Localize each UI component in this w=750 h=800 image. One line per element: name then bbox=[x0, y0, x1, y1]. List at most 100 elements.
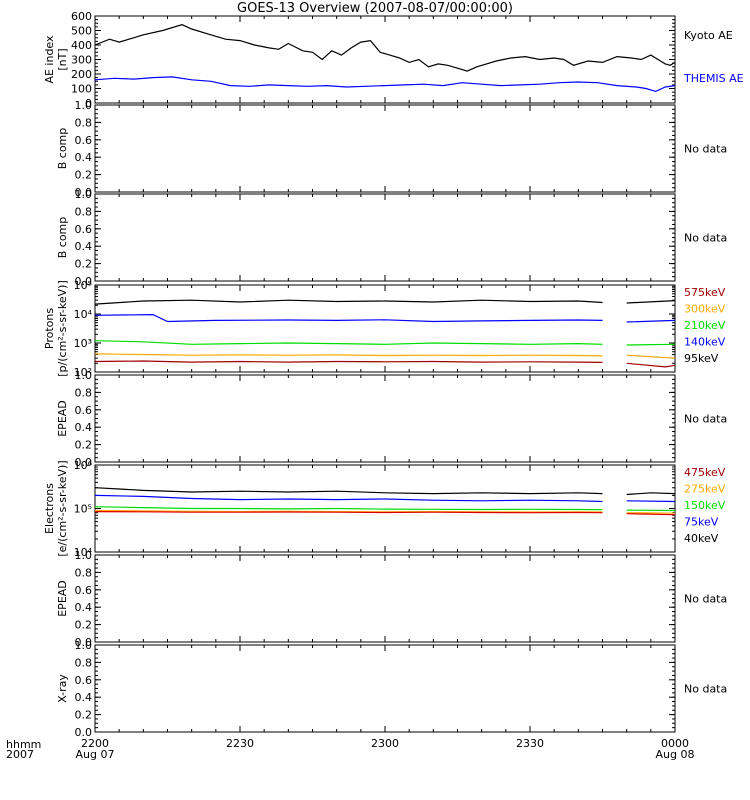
x-tick-label: 2330 bbox=[516, 737, 544, 750]
y-tick-label: 0.6 bbox=[75, 674, 93, 687]
y-tick-label: 1.0 bbox=[75, 639, 93, 652]
series-line-300kev bbox=[94, 353, 676, 359]
legend-entry: 210keV bbox=[684, 319, 726, 332]
legend-entry: THEMIS AE bbox=[683, 72, 744, 85]
no-data-label: No data bbox=[684, 143, 727, 156]
panel-frame bbox=[94, 104, 676, 193]
y-tick-label: 10² bbox=[74, 366, 92, 379]
panel-6: 10⁴ 10⁵ 10⁶ Electrons [e/(cm²-s-sr-keV)] 475k… bbox=[43, 459, 726, 559]
y-tick-label: 0.8 bbox=[75, 566, 93, 579]
no-data-label: No data bbox=[684, 683, 727, 696]
x-tick-label: 2200 bbox=[81, 737, 109, 750]
series-line-475kev bbox=[94, 511, 676, 516]
y-tick-label: 0.6 bbox=[75, 223, 93, 236]
y-tick-label: 0.6 bbox=[75, 584, 93, 597]
legend-entry: 95keV bbox=[684, 352, 719, 365]
legend-entry: 75keV bbox=[684, 516, 719, 529]
x-tick-sublabel: Aug 08 bbox=[656, 748, 695, 761]
series-line-140kev bbox=[94, 313, 676, 323]
y-tick-label: 0.8 bbox=[75, 386, 93, 399]
y-tick-label: 0.0 bbox=[75, 726, 93, 739]
no-data-label: No data bbox=[684, 232, 727, 245]
panel-8: 0.0 0.2 0.4 0.6 0.8 1.0 X-ray No data bbox=[56, 639, 727, 739]
panel-frame bbox=[94, 644, 676, 733]
y-tick-label: 0.4 bbox=[75, 240, 93, 253]
y-tick-label: 0.2 bbox=[75, 619, 93, 632]
y-tick-label: 0.0 bbox=[75, 275, 93, 288]
y-axis-label: Protons bbox=[43, 308, 56, 349]
y-tick-label: 0.6 bbox=[75, 404, 93, 417]
y-tick-label: 500 bbox=[71, 25, 92, 38]
panel-7: 0.0 0.2 0.4 0.6 0.8 1.0 EPEAD No data bbox=[56, 549, 727, 649]
y-tick-label: 600 bbox=[71, 10, 92, 23]
y-axis-label: B comp bbox=[56, 217, 69, 259]
series-line-40kev bbox=[94, 487, 676, 496]
y-tick-label: 0.8 bbox=[75, 656, 93, 669]
y-axis-label: Electrons bbox=[43, 483, 56, 534]
time-format-label: hhmm bbox=[6, 738, 42, 751]
y-tick-label: 0.2 bbox=[75, 169, 93, 182]
y-tick-label: 10⁵ bbox=[74, 503, 92, 516]
panel-2: 0.0 0.2 0.4 0.6 0.8 1.0 B comp No data bbox=[56, 99, 727, 199]
panel-frame bbox=[94, 193, 676, 282]
y-tick-label: 0.4 bbox=[75, 151, 93, 164]
y-tick-label: 300 bbox=[71, 54, 92, 67]
y-tick-label: 0.4 bbox=[75, 421, 93, 434]
y-tick-label: 10⁴ bbox=[74, 546, 93, 559]
y-tick-label: 1.0 bbox=[75, 188, 93, 201]
y-tick-label: 0 bbox=[85, 97, 92, 110]
legend-entry: 140keV bbox=[684, 336, 726, 349]
y-tick-label: 0.4 bbox=[75, 601, 93, 614]
y-axis-label: B comp bbox=[56, 128, 69, 170]
y-tick-label: 0.8 bbox=[75, 205, 93, 218]
y-tick-label: 0.4 bbox=[75, 691, 93, 704]
no-data-label: No data bbox=[684, 413, 727, 426]
y-axis-label: EPEAD bbox=[56, 400, 69, 437]
legend-entry: 40keV bbox=[684, 532, 719, 545]
x-tick-label: 0000 bbox=[661, 737, 689, 750]
no-data-label: No data bbox=[684, 593, 727, 606]
series-line-150kev bbox=[94, 506, 676, 512]
panel-frame bbox=[94, 284, 676, 373]
y-tick-label: 0.0 bbox=[75, 636, 93, 649]
y-tick-label: 100 bbox=[71, 83, 92, 96]
y-tick-label: 10³ bbox=[74, 337, 92, 350]
y-axis-label: [nT] bbox=[56, 48, 69, 70]
y-tick-label: 1.0 bbox=[75, 99, 93, 112]
panel-frame bbox=[94, 554, 676, 643]
y-axis-label: AE index bbox=[43, 35, 56, 84]
legend-entry: Kyoto AE bbox=[684, 29, 733, 42]
y-tick-label: 10⁶ bbox=[74, 459, 93, 472]
y-axis-label: [e/(cm²-s-sr-keV)] bbox=[56, 460, 69, 556]
y-tick-label: 0.6 bbox=[75, 134, 93, 147]
panel-3: 0.0 0.2 0.4 0.6 0.8 1.0 B comp No data bbox=[56, 188, 727, 288]
y-tick-label: 0.0 bbox=[75, 186, 93, 199]
y-axis-label: [p/(cm²-s-sr-keV)] bbox=[56, 280, 69, 377]
x-tick-label: 2300 bbox=[371, 737, 399, 750]
panel-4: 10² 10³ 10⁴ 10⁵ Protons [p/(cm²-s-sr-keV)] 575… bbox=[43, 279, 726, 379]
legend-entry: 300keV bbox=[684, 303, 726, 316]
y-tick-label: 1.0 bbox=[75, 549, 93, 562]
y-tick-label: 0.8 bbox=[75, 116, 93, 129]
chart-title: GOES-13 Overview (2007-08-07/00:00:00) bbox=[237, 1, 513, 16]
y-tick-label: 400 bbox=[71, 39, 92, 52]
y-axis-label: EPEAD bbox=[56, 580, 69, 617]
panel-frame bbox=[94, 374, 676, 463]
y-tick-label: 0.2 bbox=[75, 439, 93, 452]
panel-frame bbox=[94, 15, 676, 104]
legend-entry: 575keV bbox=[684, 286, 726, 299]
y-tick-label: 0.2 bbox=[75, 258, 93, 271]
x-tick-sublabel: Aug 07 bbox=[76, 748, 115, 761]
series-line-275kev bbox=[94, 509, 676, 514]
y-tick-label: 0.2 bbox=[75, 709, 93, 722]
y-tick-label: 10⁵ bbox=[74, 279, 92, 292]
legend-entry: 275keV bbox=[684, 483, 726, 496]
series-line-575kev bbox=[94, 360, 676, 368]
series-line-themis-ae bbox=[94, 76, 676, 93]
x-tick-label: 2230 bbox=[226, 737, 254, 750]
legend-entry: 150keV bbox=[684, 499, 726, 512]
y-tick-label: 0.0 bbox=[75, 456, 93, 469]
series-line-75kev bbox=[94, 494, 676, 503]
